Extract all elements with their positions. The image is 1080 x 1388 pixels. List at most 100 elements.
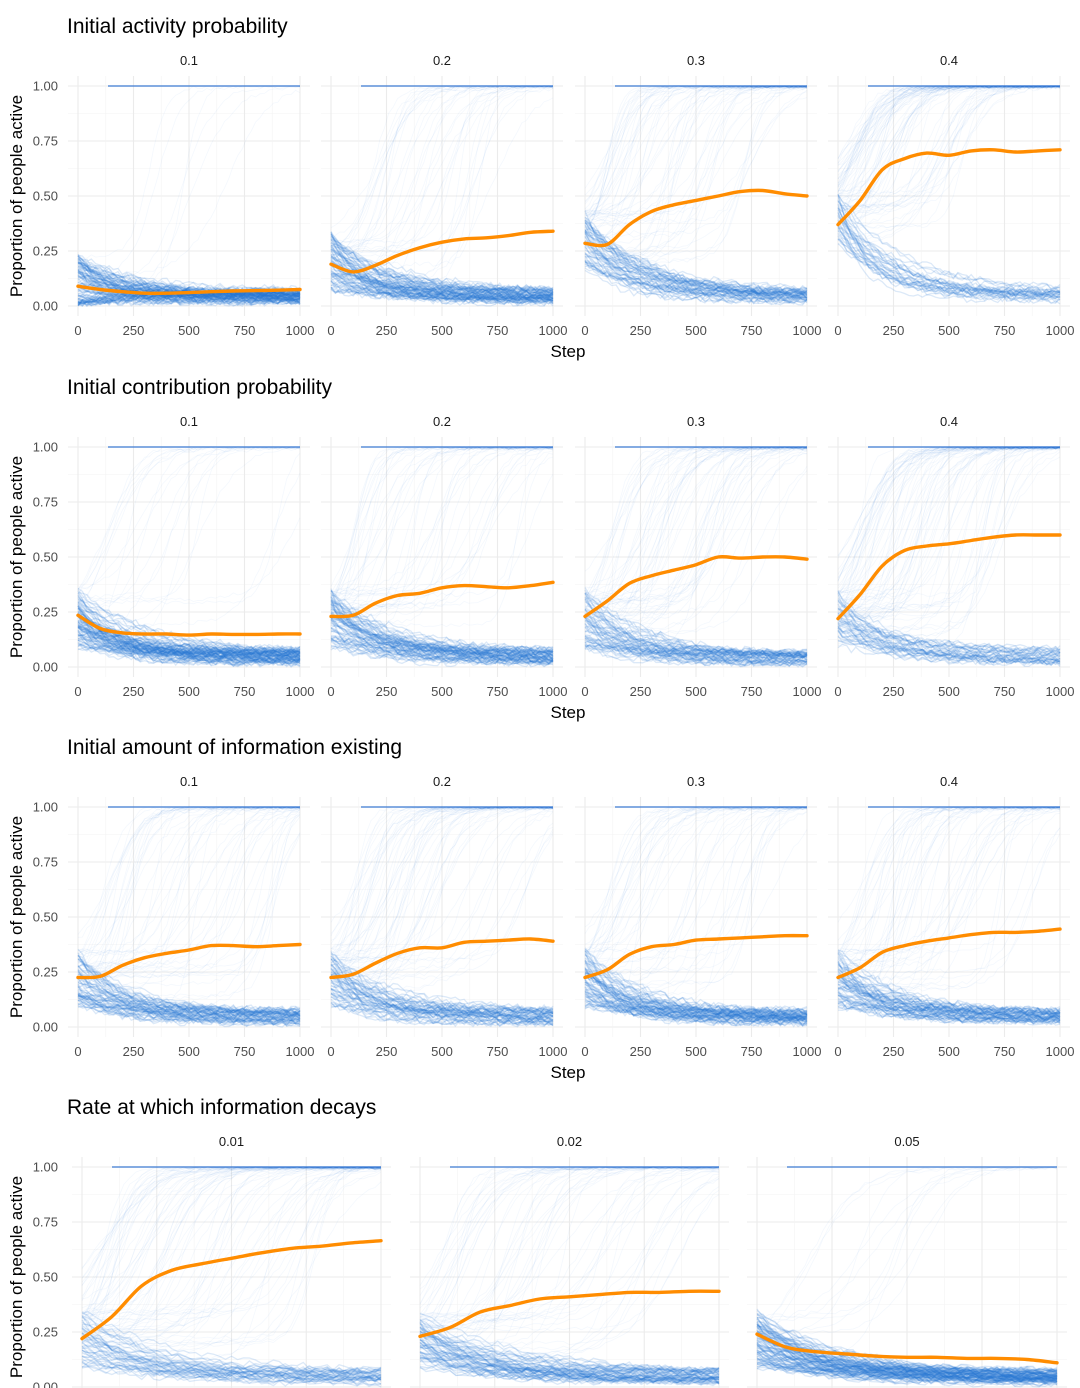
simulation-run-line xyxy=(756,1342,1058,1374)
simulation-run-line xyxy=(77,607,301,652)
simulation-run-line xyxy=(584,252,808,298)
simulation-run-line xyxy=(330,275,554,305)
simulation-run-line xyxy=(77,633,301,658)
simulation-run-line xyxy=(584,806,808,989)
simulation-run-line xyxy=(584,991,808,1022)
simulation-run-line xyxy=(330,446,554,592)
simulation-run-line xyxy=(330,806,554,923)
simulation-run-line xyxy=(756,1339,1058,1375)
x-tick-label: 1000 xyxy=(539,323,568,338)
simulation-run-line xyxy=(837,446,1061,582)
smoothed-mean-line xyxy=(583,933,809,980)
simulation-run-line xyxy=(330,645,554,663)
simulation-run-line xyxy=(77,626,301,659)
simulation-run-line xyxy=(837,607,1061,656)
simulation-run-line xyxy=(330,968,554,1026)
simulation-run-line xyxy=(837,639,1061,661)
simulation-run-line xyxy=(330,269,554,303)
x-tick-label: 1000 xyxy=(539,684,568,699)
simulation-run-line xyxy=(330,236,554,293)
simulation-run-line xyxy=(584,949,808,1021)
simulation-run-line xyxy=(584,806,808,1009)
simulation-run-line xyxy=(756,1344,1058,1384)
simulation-run-line xyxy=(330,612,554,661)
simulation-run-line xyxy=(77,625,300,656)
simulation-run-line xyxy=(77,453,301,605)
simulation-run-line xyxy=(77,809,301,990)
simulation-run-line xyxy=(330,806,554,991)
facet-strip-label: 0.3 xyxy=(687,414,705,429)
simulation-run-line xyxy=(756,1350,1058,1383)
simulation-run-line xyxy=(77,806,301,954)
simulation-run-line xyxy=(330,962,554,1014)
simulation-run-line xyxy=(584,236,808,294)
x-tick-label: 750 xyxy=(234,1044,256,1059)
simulation-run-line xyxy=(419,1363,720,1375)
smoothed-mean-line xyxy=(583,555,809,619)
simulation-runs xyxy=(330,446,554,668)
simulation-run-line xyxy=(330,446,553,613)
simulation-run-line xyxy=(330,601,554,665)
simulation-run-line xyxy=(330,971,554,1022)
facet-strip-label: 0.1 xyxy=(180,414,198,429)
simulation-run-line xyxy=(419,1175,720,1330)
simulation-run-line xyxy=(837,964,1061,1016)
simulation-run-line xyxy=(837,975,1061,1024)
simulation-run-line xyxy=(584,806,808,967)
simulation-run-line xyxy=(584,981,808,1022)
simulation-run-line xyxy=(330,636,554,662)
simulation-run-line xyxy=(584,220,808,299)
simulation-run-line xyxy=(77,969,301,1025)
smoothed-mean-line xyxy=(76,942,302,980)
simulation-run-line xyxy=(77,626,301,664)
simulation-run-line xyxy=(77,608,301,665)
simulation-run-line xyxy=(419,1345,720,1375)
simulation-run-line xyxy=(584,230,808,295)
simulation-run-line xyxy=(419,1166,720,1317)
simulation-run-line xyxy=(837,199,1061,301)
x-tick-label: 0 xyxy=(834,684,841,699)
simulation-run-line xyxy=(837,446,1060,625)
simulation-run-line xyxy=(81,1332,382,1374)
simulation-run-line xyxy=(837,962,1061,1023)
simulation-run-line xyxy=(77,806,301,992)
simulation-run-line xyxy=(837,949,1061,1015)
simulation-run-line xyxy=(330,597,554,665)
simulation-run-line xyxy=(419,1167,720,1322)
simulation-run-line xyxy=(77,806,301,956)
simulation-run-line xyxy=(331,806,554,998)
simulation-run-line xyxy=(77,646,301,664)
simulation-run-line xyxy=(584,252,808,304)
simulation-run-line xyxy=(756,1363,1058,1381)
simulation-run-line xyxy=(77,955,301,1022)
x-tick-label: 750 xyxy=(487,684,509,699)
simulation-run-line xyxy=(584,446,808,631)
simulation-run-line xyxy=(584,447,807,600)
simulation-run-line xyxy=(756,1347,1058,1384)
facet-panel-3: 0.3 0 250 500 750 1000 xyxy=(575,774,821,1059)
simulation-run-line xyxy=(837,630,1061,667)
x-tick-label: 500 xyxy=(178,1044,200,1059)
simulation-run-line xyxy=(330,992,554,1022)
simulation-run-line xyxy=(837,446,1061,637)
simulation-run-line xyxy=(81,1341,382,1384)
simulation-run-line xyxy=(584,263,808,299)
simulation-run-line xyxy=(756,1349,1058,1381)
simulation-run-line xyxy=(837,626,1061,666)
simulation-run-line xyxy=(77,995,301,1028)
simulation-run-line xyxy=(77,807,301,977)
simulation-run-line xyxy=(756,1333,1058,1384)
simulation-run-line xyxy=(584,999,808,1017)
simulation-run-line xyxy=(330,992,554,1024)
simulation-run-line xyxy=(77,621,301,666)
simulation-run-line xyxy=(77,614,301,657)
facet-strip-label: 0.01 xyxy=(219,1134,244,1149)
facet-strip-label: 0.3 xyxy=(687,774,705,789)
simulation-run-line xyxy=(330,446,553,593)
simulation-run-line xyxy=(584,648,808,667)
simulation-run-line xyxy=(81,1166,382,1321)
simulation-run-line xyxy=(584,635,808,660)
simulation-run-line xyxy=(330,280,554,302)
simulation-run-line xyxy=(81,1166,382,1323)
simulation-run-line xyxy=(756,1317,1058,1382)
